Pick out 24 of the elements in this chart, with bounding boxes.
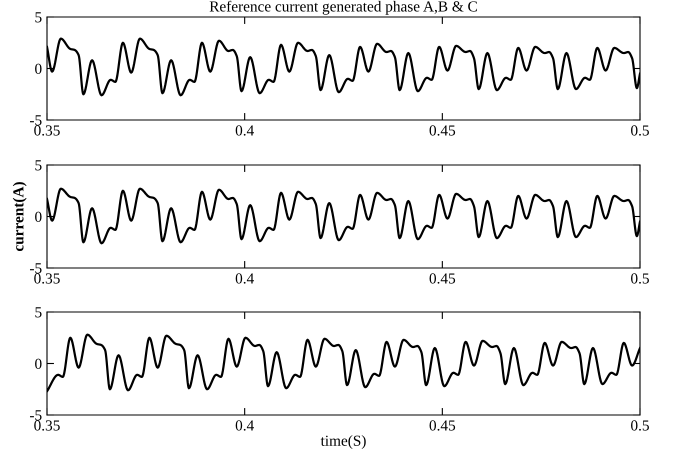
x-tick-label: 0.5 [631, 420, 649, 431]
x-tick-label: 0.4 [236, 125, 254, 136]
y-tick-label: 5 [35, 12, 42, 22]
x-tick-label: 0.45 [430, 420, 456, 431]
y-tick-label: -5 [30, 410, 42, 420]
x-tick-label: 0.5 [631, 273, 649, 284]
y-tick-label: 5 [35, 160, 42, 170]
x-tick-label: 0.4 [236, 273, 254, 284]
y-tick-label: -5 [30, 115, 42, 126]
x-tick-label: 0.35 [34, 420, 60, 431]
x-tick-label: 0.35 [34, 125, 60, 136]
y-tick-label: 0 [35, 212, 42, 222]
x-tick-label: 0.45 [430, 273, 456, 284]
x-axis-title: time(S) [320, 435, 366, 449]
y-tick-label: -5 [30, 263, 42, 274]
y-tick-label: 0 [35, 358, 42, 369]
x-tick-label: 0.4 [236, 420, 254, 431]
x-tick-label: 0.45 [430, 125, 456, 136]
y-tick-label: 5 [35, 307, 42, 318]
y-axis-title: current(A) [12, 182, 27, 252]
chart-title: Reference current generated phase A,B & C [210, 0, 477, 15]
x-tick-label: 0.5 [631, 125, 649, 136]
x-tick-label: 0.35 [34, 273, 60, 284]
y-tick-label: 0 [35, 64, 42, 74]
